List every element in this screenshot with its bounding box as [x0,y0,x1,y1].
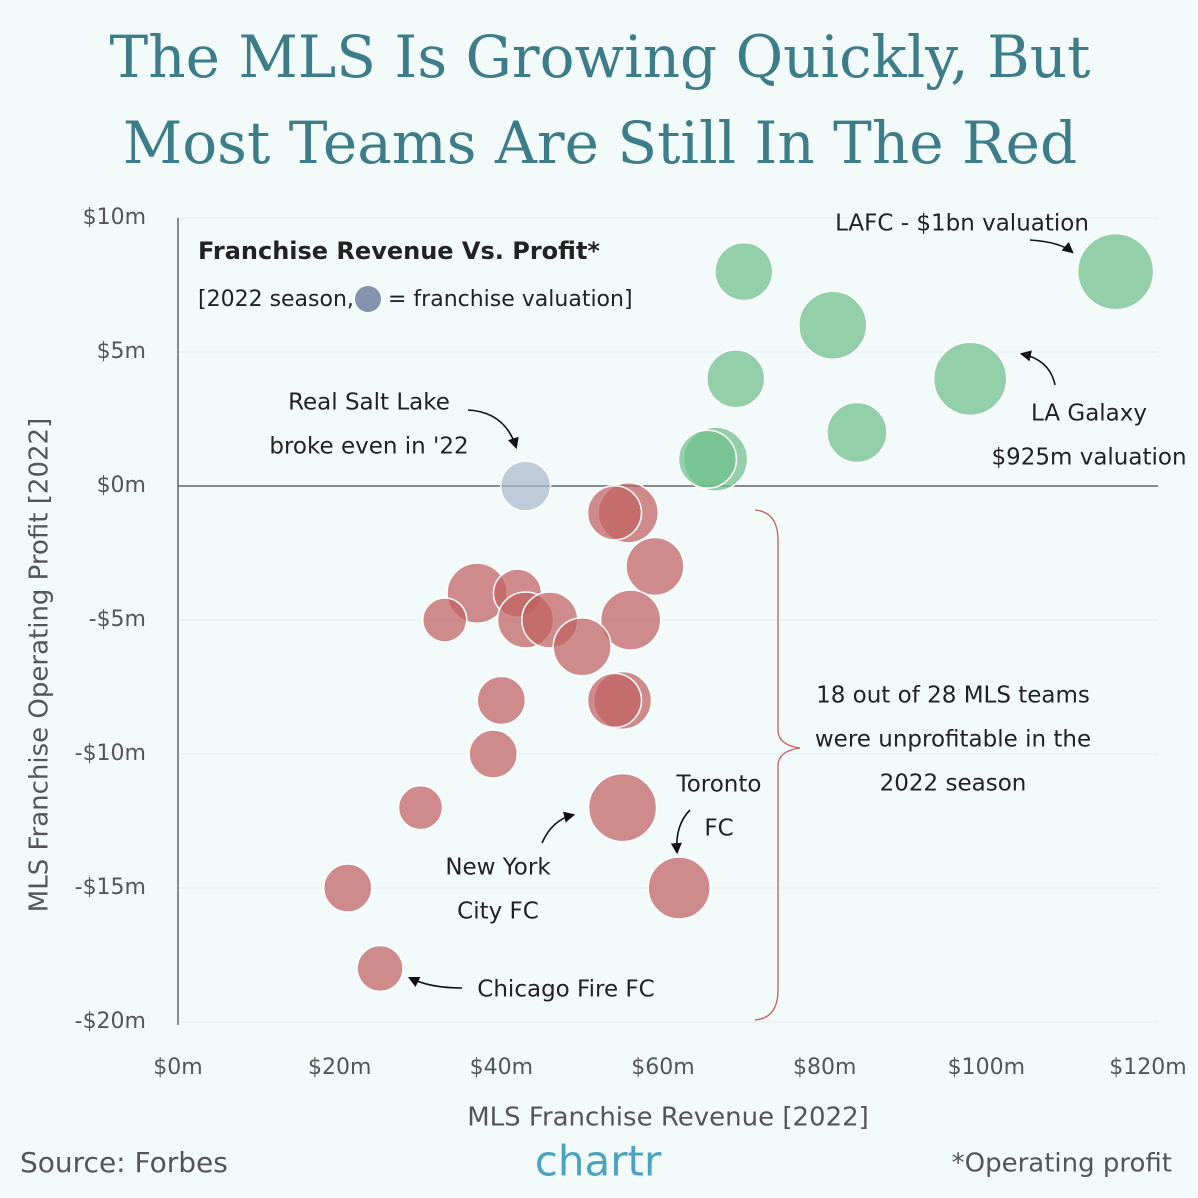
bubble [356,944,404,993]
annotation: LA Galaxy [1031,401,1147,427]
bubble [798,290,868,360]
annotation: Toronto [676,772,762,798]
legend-text: [2022 season, [198,287,354,312]
chart-title: The MLS Is Growing Quickly, But [110,23,1091,91]
annotation: were unprofitable in the [815,727,1091,753]
bubble [932,341,1008,417]
x-tick-label: $60m [631,1055,694,1080]
footnote: *Operating profit [952,1149,1172,1179]
bubble [826,401,888,464]
arrows [407,239,1074,989]
bubble [468,729,519,779]
bubble [714,241,774,302]
x-tick-label: $0m [153,1055,202,1080]
brace [754,509,801,1021]
bubble [586,672,643,729]
annotation: New York [445,855,551,881]
bubble [499,460,552,512]
annotation: City FC [457,899,539,925]
y-tick-label: $10m [83,205,146,230]
y-axis-label: MLS Franchise Operating Profit [2022] [25,418,55,912]
bubble [625,536,685,597]
y-tick-label: $0m [97,473,146,498]
bubble [706,349,766,409]
bubble [552,617,612,677]
annotation: 18 out of 28 MLS teams [816,683,1090,709]
x-tick-label: $80m [793,1055,856,1080]
bubble [599,589,662,651]
annotation: LAFC - $1bn valuation [835,211,1089,237]
annotation: 2022 season [880,771,1027,797]
bubble [322,863,373,913]
source: Source: Forbes [20,1146,228,1179]
bubble [476,675,527,726]
bubble [422,597,468,643]
x-tick-label: $20m [308,1055,371,1080]
x-tick-label: $120m [1109,1055,1186,1080]
bubble [586,485,643,541]
y-tick-label: -$10m [75,741,146,766]
x-tick-label: $40m [470,1055,533,1080]
brand: chartr [535,1137,662,1186]
y-tick-label: -$5m [89,607,146,632]
annotation: Real Salt Lake [288,390,450,416]
bubble [677,429,738,489]
legend-swatch [355,286,381,312]
y-tick-label: -$20m [75,1009,146,1034]
chart-title: Most Teams Are Still In The Red [123,109,1077,177]
y-tick-label: $5m [97,339,146,364]
annotation: Chicago Fire FC [477,977,654,1003]
bubble [587,772,658,843]
x-tick-label: $100m [948,1055,1025,1080]
annotation: broke even in '22 [269,434,468,460]
bubble [647,856,711,920]
legend-text: = franchise valuation] [388,287,633,312]
subtitle: Franchise Revenue Vs. Profit* [198,237,600,265]
annotation: FC [704,816,733,842]
bubble [1076,232,1155,311]
bubble [397,784,444,831]
y-tick-label: -$15m [75,875,146,900]
annotation: $925m valuation [991,445,1186,471]
x-axis-label: MLS Franchise Revenue [2022] [467,1103,869,1133]
